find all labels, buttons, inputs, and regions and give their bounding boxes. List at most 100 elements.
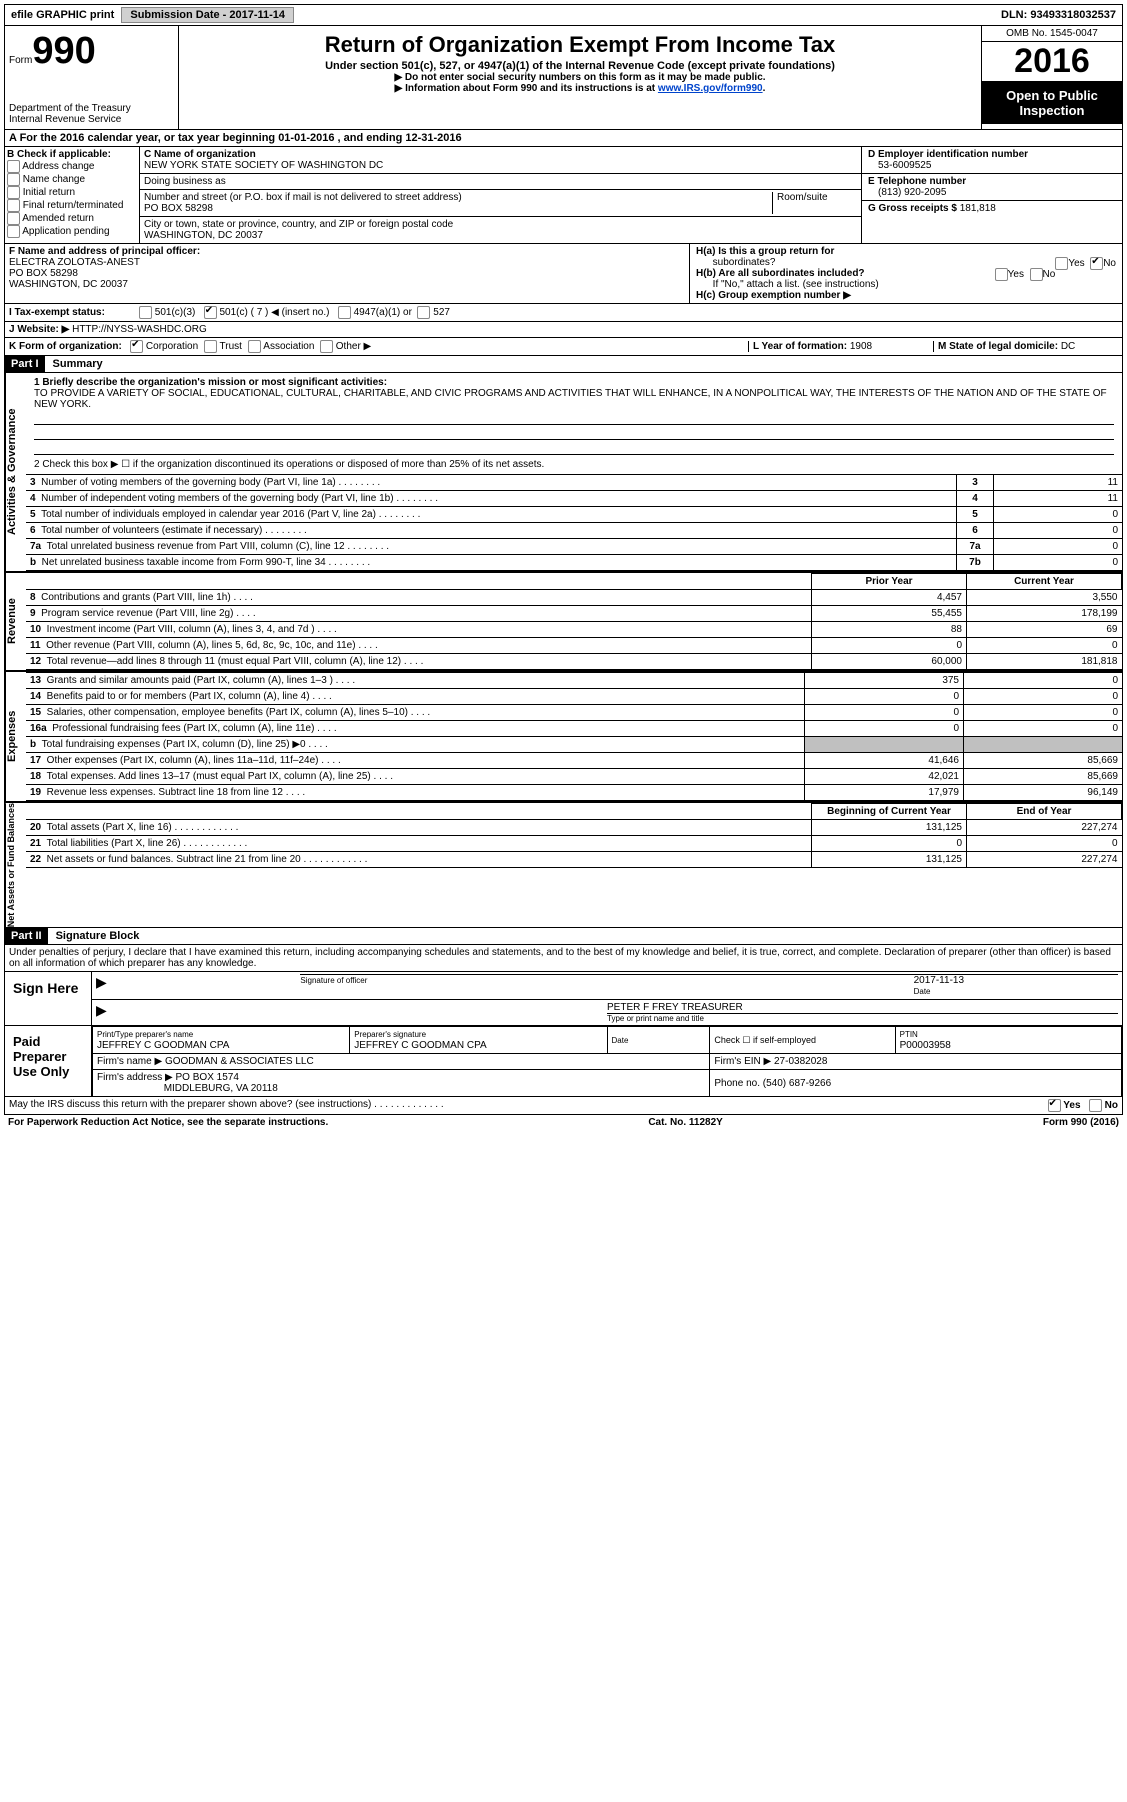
top-bar: efile GRAPHIC print Submission Date - 20… (4, 4, 1123, 26)
officer-addr2: WASHINGTON, DC 20037 (9, 279, 128, 290)
501c3-check[interactable] (139, 306, 152, 319)
other-check[interactable] (320, 340, 333, 353)
officer-name-title: PETER F FREY TREASURER (607, 1002, 743, 1013)
table-row: b Net unrelated business taxable income … (26, 555, 1122, 571)
hc-label: H(c) Group exemption number ▶ (696, 290, 851, 301)
preparer-sig: JEFFREY C GOODMAN CPA (354, 1040, 486, 1051)
check-item: Amended return (7, 212, 137, 225)
summary-section: Activities & Governance 1 Briefly descri… (4, 373, 1123, 928)
section-b: B Check if applicable: Address change Na… (4, 147, 1123, 244)
table-row: 21 Total liabilities (Part X, line 26) .… (26, 836, 1122, 852)
hb-note: If "No," attach a list. (see instruction… (713, 279, 879, 290)
phone-value: (813) 920-2095 (868, 187, 1116, 198)
officer-name: ELECTRA ZOLOTAS-ANEST (9, 257, 140, 268)
table-row: 4 Number of independent voting members o… (26, 491, 1122, 507)
ha-no-check[interactable] (1090, 257, 1103, 270)
row-i-tax-status: I Tax-exempt status: 501(c)(3) 501(c) ( … (4, 304, 1123, 322)
table-row: 7a Total unrelated business revenue from… (26, 539, 1122, 555)
table-row: 5 Total number of individuals employed i… (26, 507, 1122, 523)
part-2-header: Part II (5, 928, 48, 944)
city-value: WASHINGTON, DC 20037 (144, 230, 263, 241)
table-row: 11 Other revenue (Part VIII, column (A),… (26, 638, 1122, 654)
part-1-title: Summary (45, 358, 103, 370)
assoc-check[interactable] (248, 340, 261, 353)
check-item: Application pending (7, 225, 137, 238)
firm-city: MIDDLEBURG, VA 20118 (164, 1083, 278, 1094)
table-row: 15 Salaries, other compensation, employe… (26, 705, 1122, 721)
phone-label: E Telephone number (868, 176, 966, 187)
527-check[interactable] (417, 306, 430, 319)
ha-sub: subordinates? (713, 257, 776, 268)
firm-phone: (540) 687-9266 (763, 1078, 831, 1089)
firm-name: GOODMAN & ASSOCIATES LLC (165, 1056, 314, 1067)
form-no-footer: Form 990 (2016) (1043, 1117, 1119, 1128)
ha-yes-check[interactable] (1055, 257, 1068, 270)
form-title: Return of Organization Exempt From Incom… (183, 32, 977, 58)
org-name: NEW YORK STATE SOCIETY OF WASHINGTON DC (144, 160, 383, 171)
table-row: 13 Grants and similar amounts paid (Part… (26, 673, 1122, 689)
row-k-org-form: K Form of organization: Corporation Trus… (4, 338, 1123, 356)
table-row: b Total fundraising expenses (Part IX, c… (26, 737, 1122, 753)
firm-ein: 27-0382028 (774, 1056, 827, 1067)
ein-label: D Employer identification number (868, 149, 1028, 160)
form-subtitle: Under section 501(c), 527, or 4947(a)(1)… (183, 60, 977, 72)
table-row: 10 Investment income (Part VIII, column … (26, 622, 1122, 638)
dln-label: DLN: 93493318032537 (995, 7, 1122, 23)
4947-check[interactable] (338, 306, 351, 319)
submission-date[interactable]: Submission Date - 2017-11-14 (121, 7, 294, 23)
sign-here-label: Sign Here (5, 972, 92, 1025)
city-label: City or town, state or province, country… (144, 219, 453, 230)
page-footer: For Paperwork Reduction Act Notice, see … (4, 1115, 1123, 1130)
b-label: B Check if applicable: (7, 149, 137, 160)
table-row: 16a Professional fundraising fees (Part … (26, 721, 1122, 737)
table-row: 22 Net assets or fund balances. Subtract… (26, 852, 1122, 868)
row-j-website: J Website: ▶ HTTP://NYSS-WASHDC.ORG (4, 322, 1123, 338)
table-row: 6 Total number of volunteers (estimate i… (26, 523, 1122, 539)
discuss-yes-check[interactable] (1048, 1099, 1061, 1112)
penalty-text: Under penalties of perjury, I declare th… (5, 945, 1122, 971)
discuss-label: May the IRS discuss this return with the… (9, 1099, 371, 1112)
table-row: 18 Total expenses. Add lines 13–17 (must… (26, 769, 1122, 785)
corp-check[interactable] (130, 340, 143, 353)
check-item: Final return/terminated (7, 199, 137, 212)
table-row: 3 Number of voting members of the govern… (26, 475, 1122, 491)
part-2-title: Signature Block (48, 930, 140, 942)
tax-year: 2016 (982, 42, 1122, 82)
paperwork-notice: For Paperwork Reduction Act Notice, see … (8, 1117, 328, 1128)
trust-check[interactable] (204, 340, 217, 353)
table-row: 19 Revenue less expenses. Subtract line … (26, 785, 1122, 801)
hb-yes-check[interactable] (995, 268, 1008, 281)
dba-label: Doing business as (144, 176, 226, 187)
omb-number: OMB No. 1545-0047 (982, 26, 1122, 42)
preparer-name: JEFFREY C GOODMAN CPA (97, 1040, 229, 1051)
form-label: Form (9, 55, 32, 66)
vert-expenses: Expenses (5, 672, 26, 801)
cat-no: Cat. No. 11282Y (648, 1117, 722, 1128)
section-f: F Name and address of principal officer:… (4, 244, 1123, 304)
addr-value: PO BOX 58298 (144, 203, 213, 214)
501c-check[interactable] (204, 306, 217, 319)
discuss-no-check[interactable] (1089, 1099, 1102, 1112)
gross-receipts-label: G Gross receipts $ (868, 203, 960, 214)
mission-text: TO PROVIDE A VARIETY OF SOCIAL, EDUCATIO… (34, 388, 1114, 410)
ptin: P00003958 (900, 1040, 951, 1051)
efile-label: efile GRAPHIC print (11, 9, 114, 21)
paid-preparer-label: Paid Preparer Use Only (5, 1026, 92, 1096)
row-a-period: A For the 2016 calendar year, or tax yea… (4, 130, 1123, 147)
hb-label: H(b) Are all subordinates included? (696, 268, 865, 279)
vert-activities: Activities & Governance (5, 373, 26, 571)
info-prefix: ▶ Information about Form 990 and its ins… (395, 83, 658, 94)
part-1-header: Part I (5, 356, 45, 372)
table-row: 14 Benefits paid to or for members (Part… (26, 689, 1122, 705)
open-public-2: Inspection (984, 103, 1120, 118)
irs-label: Internal Revenue Service (9, 114, 174, 125)
table-row: 12 Total revenue—add lines 8 through 11 … (26, 654, 1122, 670)
check-item: Initial return (7, 186, 137, 199)
irs-link[interactable]: www.IRS.gov/form990 (658, 83, 763, 94)
form-number: 990 (32, 30, 95, 72)
open-public-1: Open to Public (984, 88, 1120, 103)
hb-no-check[interactable] (1030, 268, 1043, 281)
officer-addr1: PO BOX 58298 (9, 268, 78, 279)
gross-receipts-value: 181,818 (960, 203, 996, 214)
room-label: Room/suite (777, 192, 828, 203)
